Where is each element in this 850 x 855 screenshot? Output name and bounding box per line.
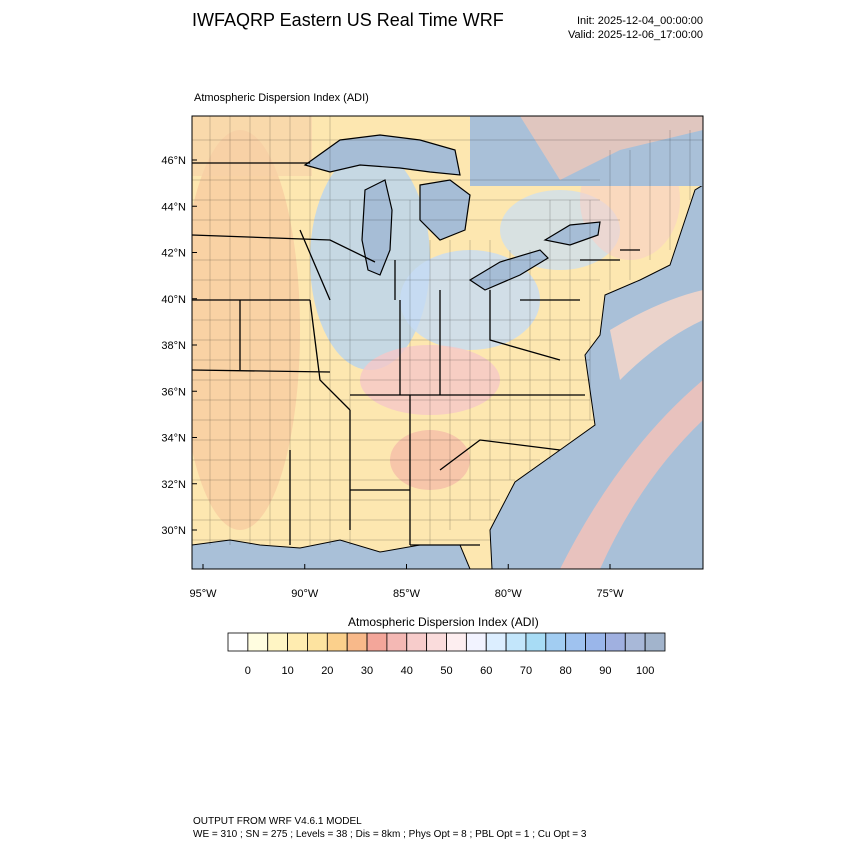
colorbar-tick-label: 100: [636, 665, 654, 677]
colorbar-tick-label: 70: [520, 665, 532, 677]
colorbar-box: [505, 632, 527, 652]
colorbar-tick-label: 40: [401, 665, 413, 677]
colorbar-box: [247, 632, 269, 652]
colorbar-box: [267, 632, 288, 652]
colorbar-tick-label: 20: [321, 665, 333, 677]
colorbar-box: [446, 632, 467, 652]
lon-label: 80°W: [495, 588, 523, 600]
init-time: Init: 2025-12-04_00:00:00: [577, 15, 703, 27]
colorbar-box: [366, 632, 388, 652]
footer-line: OUTPUT FROM WRF V4.6.1 MODEL: [193, 816, 362, 827]
colorbar-tick-label: 10: [281, 665, 293, 677]
lat-label: 46°N: [161, 155, 186, 167]
colorbar-box: [525, 632, 547, 652]
colorbar-box: [426, 632, 447, 652]
colorbar-tick-label: 90: [599, 665, 611, 677]
colorbar-box: [346, 632, 368, 652]
colorbar-box: [465, 632, 487, 652]
lat-label: 42°N: [161, 248, 186, 260]
footer-line: WE = 310 ; SN = 275 ; Levels = 38 ; Dis …: [193, 829, 587, 840]
colorbar-box: [307, 632, 328, 652]
lon-label: 85°W: [393, 588, 421, 600]
valid-time: Valid: 2025-12-06_17:00:00: [568, 29, 703, 41]
colorbar-box: [644, 632, 666, 652]
map: [192, 116, 703, 569]
colorbar-box: [585, 632, 606, 652]
lat-label: 38°N: [161, 340, 186, 352]
lat-label: 40°N: [161, 294, 186, 306]
colorbar-tick-label: 30: [361, 665, 373, 677]
colorbar-box: [287, 632, 308, 652]
colorbar-tick-label: 50: [440, 665, 452, 677]
colorbar-box: [565, 632, 586, 652]
colorbar-box: [386, 632, 408, 652]
colorbar-tick-label: 60: [480, 665, 492, 677]
colorbar-title: Atmospheric Dispersion Index (ADI): [348, 615, 539, 629]
lon-label: 95°W: [189, 588, 217, 600]
title: IWFAQRP Eastern US Real Time WRF: [192, 10, 504, 30]
lon-label: 75°W: [596, 588, 624, 600]
lat-label: 36°N: [161, 386, 186, 398]
colorbar-box: [485, 632, 507, 652]
colorbar-box: [406, 632, 428, 652]
lat-label: 32°N: [161, 479, 186, 491]
lat-label: 44°N: [161, 201, 186, 213]
colorbar: 0 10 20 30 40 50 60 70 80 90 100: [227, 632, 666, 677]
lat-label: 34°N: [161, 433, 186, 445]
colorbar-box: [326, 632, 348, 652]
lat-label: 30°N: [161, 525, 186, 537]
colorbar-tick-label: 80: [560, 665, 572, 677]
colorbar-box: [624, 632, 646, 652]
colorbar-box: [605, 632, 626, 652]
colorbar-box: [545, 632, 567, 652]
map-label: Atmospheric Dispersion Index (ADI): [194, 92, 369, 104]
map-frame: [191, 115, 704, 570]
lon-label: 90°W: [291, 588, 319, 600]
colorbar-tick-label: 0: [245, 665, 251, 677]
colorbar-box: [227, 632, 249, 652]
